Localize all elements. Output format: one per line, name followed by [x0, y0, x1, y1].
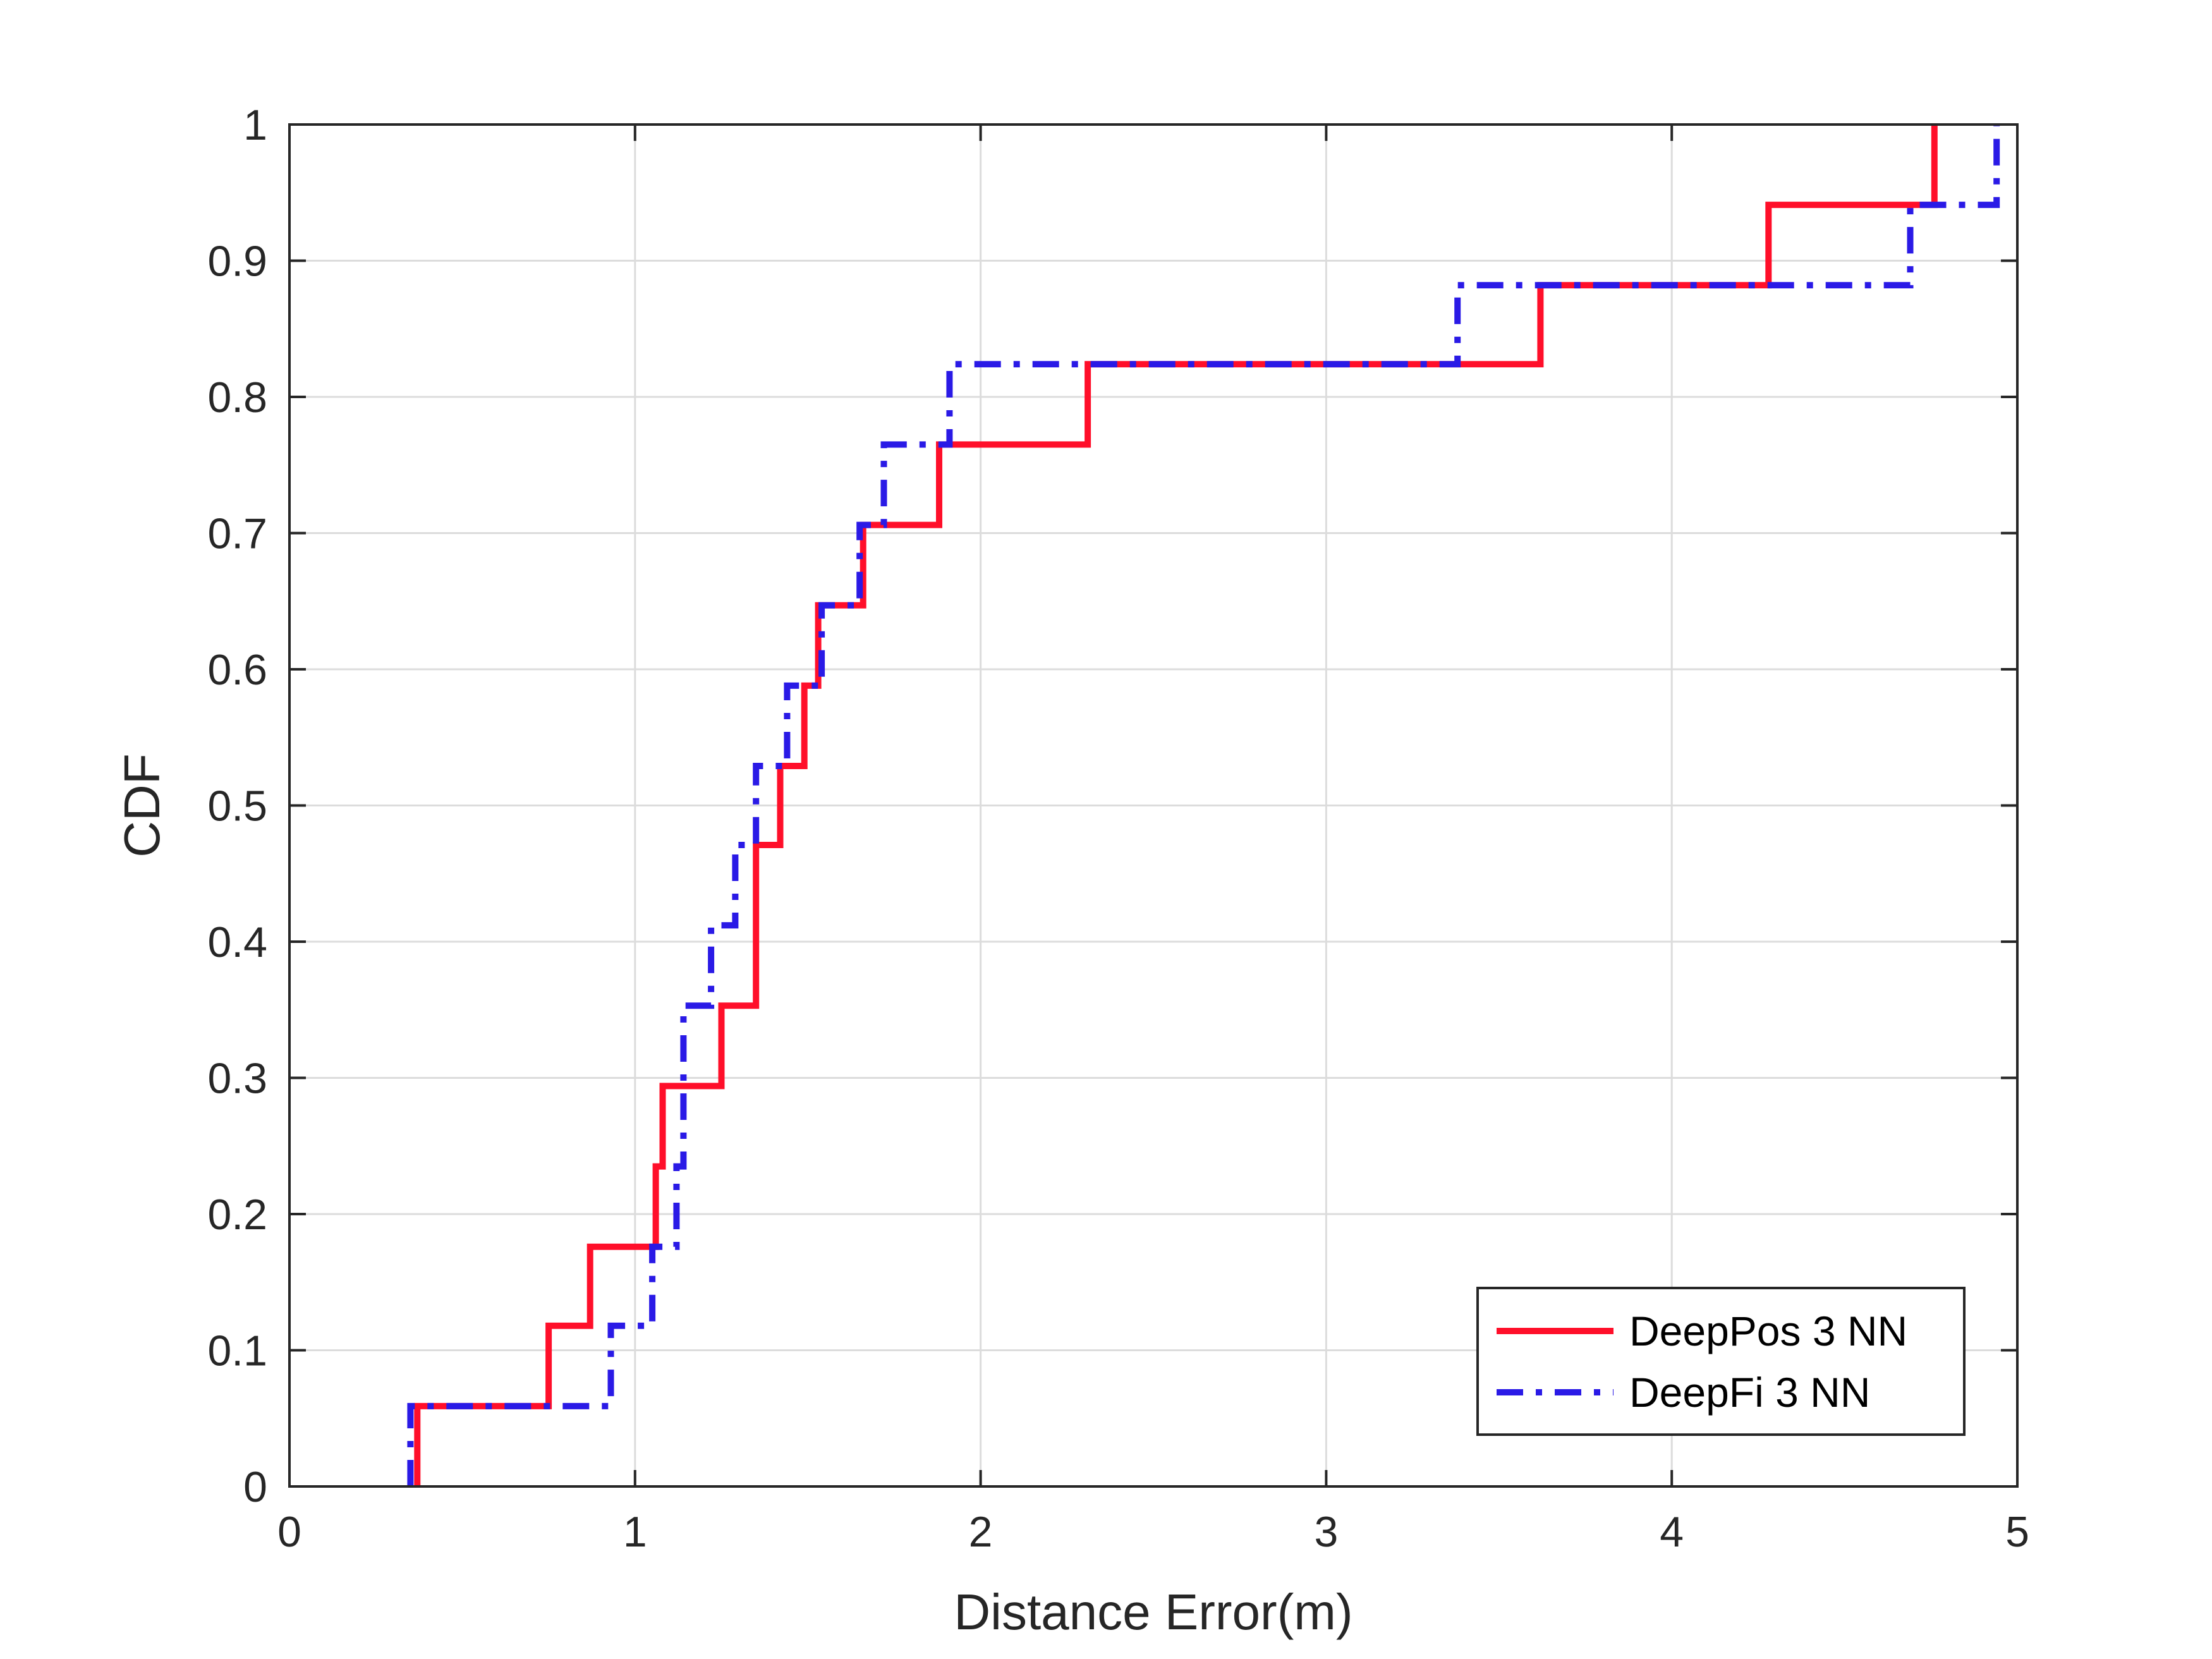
y-tick-labels: 0 0.1 0.2 0.3 0.4 0.5 0.6 0.7 0.8 0.9 1 [207, 101, 267, 1511]
x-tick-label-3: 3 [1314, 1508, 1338, 1556]
tick-marks [288, 123, 2019, 1488]
y-tick-label-6: 0.6 [207, 646, 267, 694]
y-tick-label-3: 0.3 [207, 1055, 267, 1103]
y-tick-label-1: 0.1 [207, 1327, 267, 1375]
legend-label-deepfi: DeepFi 3 NN [1629, 1369, 1870, 1416]
series-line-0 [414, 125, 1938, 1486]
grid [289, 125, 2017, 1486]
y-tick-label-5: 0.5 [207, 782, 267, 830]
legend-label-deeppos: DeepPos 3 NN [1629, 1308, 1907, 1354]
plot-area [288, 123, 2019, 1488]
series-layer [407, 125, 2000, 1486]
y-tick-label-9: 0.9 [207, 238, 267, 286]
x-tick-label-5: 5 [2005, 1508, 2029, 1556]
x-tick-labels: 0 1 2 3 4 5 [277, 1508, 2029, 1556]
y-tick-label-10: 1 [243, 101, 267, 149]
y-axis-label: CDF [114, 753, 170, 857]
y-tick-label-4: 0.4 [207, 918, 267, 966]
legend: DeepPos 3 NN DeepFi 3 NN [1476, 1287, 1966, 1436]
x-tick-label-0: 0 [277, 1508, 301, 1556]
series-line-1 [407, 125, 2000, 1486]
y-tick-label-0: 0 [243, 1463, 267, 1511]
x-axis-label: Distance Error(m) [954, 1584, 1352, 1640]
y-tick-label-2: 0.2 [207, 1191, 267, 1239]
x-tick-label-4: 4 [1660, 1508, 1684, 1556]
x-tick-label-1: 1 [623, 1508, 647, 1556]
y-tick-label-8: 0.8 [207, 374, 267, 422]
x-tick-label-2: 2 [969, 1508, 993, 1556]
y-tick-label-7: 0.7 [207, 510, 267, 558]
legend-box [1476, 1287, 1966, 1436]
